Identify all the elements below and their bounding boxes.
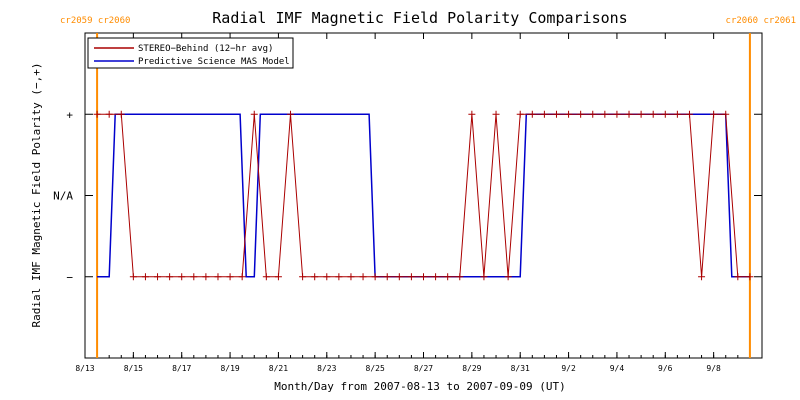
stereo-point [625,110,633,118]
stereo-point [601,110,609,118]
legend-label-model: Predictive Science MAS Model [138,57,290,67]
y-tick-label: N/A [53,190,73,203]
stereo-point [637,110,645,118]
stereo-point [468,110,476,118]
legend-label-stereo: STEREO−Behind (12−hr avg) [138,44,273,54]
stereo-point [649,110,657,118]
x-axis-label: Month/Day from 2007-08-13 to 2007-09-09 … [274,380,565,393]
stereo-point [395,273,403,281]
y-axis-label: Radial IMF Magnetic Field Polarity (−,+) [30,63,43,328]
stereo-point [420,273,427,281]
y-tick-label: + [66,108,73,121]
stereo-point [613,110,621,118]
stereo-point [589,110,597,118]
stereo-point [105,110,113,118]
stereo-point [129,273,137,281]
stereo-point [347,273,355,281]
x-tick-label: 8/19 [220,364,239,373]
x-tick-label: 9/2 [561,364,576,373]
stereo-point [311,273,319,281]
stereo-point [552,110,560,118]
stereo-point [250,110,258,118]
stereo-point [492,110,500,118]
stereo-point [383,273,391,281]
stereo-point [166,273,174,281]
axis-ticks: 8/13 8/15 8/17 8/19 8/21 8/23 8/25 8/27 8/29 8/31… [53,32,763,373]
stereo-point [93,110,101,118]
stereo-point [734,273,742,281]
stereo-point [214,273,222,281]
stereo-point [746,273,754,281]
stereo-point [661,110,669,118]
stereo-point [287,110,295,118]
stereo-point [299,273,307,281]
stereo-point [274,273,282,281]
stereo-point [178,273,186,281]
stereo-point [504,273,512,281]
stereo-point [528,110,536,118]
x-tick-label: 8/23 [317,364,336,373]
x-tick-label: 9/8 [706,364,721,373]
stereo-point [335,273,343,281]
x-tick-label: 8/29 [462,364,481,373]
x-tick-label: 8/15 [124,364,143,373]
series-stereo-group [93,110,754,281]
stereo-point [540,110,548,118]
stereo-point [722,110,730,118]
stereo-point [323,273,331,281]
stereo-point [710,110,718,118]
x-tick-label: 8/21 [269,364,288,373]
legend: STEREO−Behind (12−hr avg) Predictive Sci… [87,37,294,69]
stereo-point [359,273,367,281]
stereo-point [117,110,125,118]
stereo-point [480,273,488,281]
stereo-point [141,273,149,281]
stereo-point [154,273,162,281]
x-tick-label: 8/25 [366,364,385,373]
legend-box [87,37,294,69]
stereo-point [371,273,379,281]
stereo-point [577,110,585,118]
stereo-point [698,273,706,281]
stereo-point [407,273,415,281]
stereo-point [565,110,573,118]
x-tick-label: 8/17 [172,364,191,373]
x-tick-label: 8/13 [75,364,94,373]
x-tick-label: 9/6 [658,364,673,373]
stereo-point [456,273,464,281]
x-tick-label: 8/31 [511,364,530,373]
stereo-point [238,273,246,281]
stereo-point [190,273,198,281]
stereo-point [262,273,270,281]
stereo-point [226,273,234,281]
carrington-label-right: cr2060 cr2061 [726,16,796,26]
stereo-point [444,273,452,281]
stereo-point [685,110,693,118]
stereo-point [432,273,440,281]
stereo-point [202,273,210,281]
chart-title: Radial IMF Magnetic Field Polarity Compa… [212,9,627,27]
stereo-point [516,110,524,118]
y-tick-label: − [66,271,73,284]
x-tick-label: 9/4 [610,364,625,373]
x-tick-label: 8/27 [414,364,433,373]
stereo-point [673,110,681,118]
carrington-label-left: cr2059 cr2060 [60,16,130,26]
